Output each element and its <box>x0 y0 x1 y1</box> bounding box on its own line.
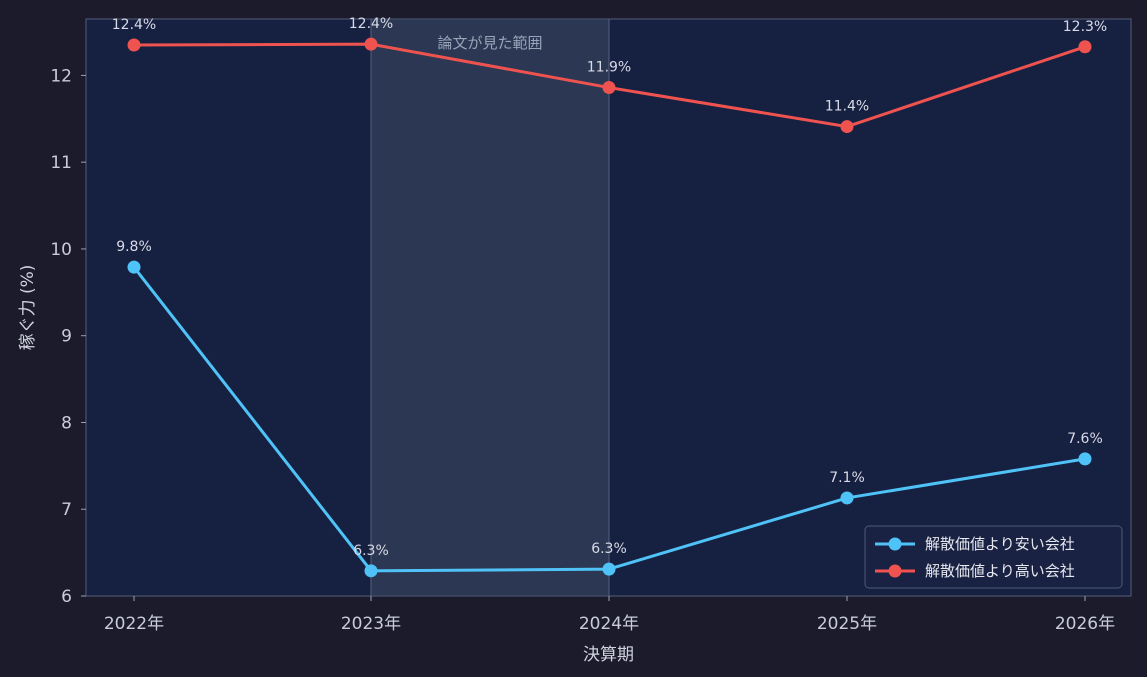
x-axis-label: 決算期 <box>583 645 634 665</box>
y-tick-label: 7 <box>61 500 72 520</box>
data-label: 6.3% <box>353 543 389 559</box>
data-point <box>127 38 141 52</box>
y-tick-label: 8 <box>61 413 72 433</box>
legend-swatch-marker <box>888 564 902 578</box>
legend-label: 解散価値より高い会社 <box>925 562 1075 580</box>
data-label: 7.6% <box>1067 431 1103 447</box>
y-axis-label: 稼ぐ力 (%) <box>18 265 38 351</box>
data-point <box>840 120 854 134</box>
highlight-band <box>371 19 609 596</box>
x-tick-label: 2023年 <box>341 614 401 634</box>
data-point <box>602 81 616 95</box>
data-label: 11.9% <box>587 60 631 76</box>
data-point <box>840 491 854 505</box>
y-tick-label: 12 <box>50 66 72 86</box>
highlight-band-label: 論文が見た範囲 <box>437 34 542 52</box>
data-point <box>364 564 378 578</box>
data-label: 6.3% <box>591 541 627 557</box>
data-point <box>127 260 141 274</box>
x-tick-label: 2026年 <box>1055 614 1115 634</box>
data-point <box>1078 40 1092 54</box>
data-point <box>602 562 616 576</box>
legend <box>864 525 1123 589</box>
y-tick-label: 9 <box>61 327 72 347</box>
legend-swatch-marker <box>888 537 902 551</box>
x-tick-label: 2024年 <box>579 614 639 634</box>
legend-label: 解散価値より安い会社 <box>925 535 1075 553</box>
data-point <box>1078 452 1092 466</box>
data-label: 12.3% <box>1063 19 1107 35</box>
y-tick-label: 6 <box>61 587 72 607</box>
y-tick-label: 10 <box>50 240 72 260</box>
x-tick-label: 2025年 <box>817 614 877 634</box>
x-tick-label: 2022年 <box>104 614 164 634</box>
data-label: 9.8% <box>116 239 152 255</box>
y-tick-label: 11 <box>50 153 72 173</box>
data-label: 11.4% <box>825 99 869 115</box>
data-label: 12.4% <box>112 17 156 33</box>
data-point <box>364 37 378 51</box>
data-label: 12.4% <box>349 16 393 32</box>
data-label: 7.1% <box>829 470 865 486</box>
